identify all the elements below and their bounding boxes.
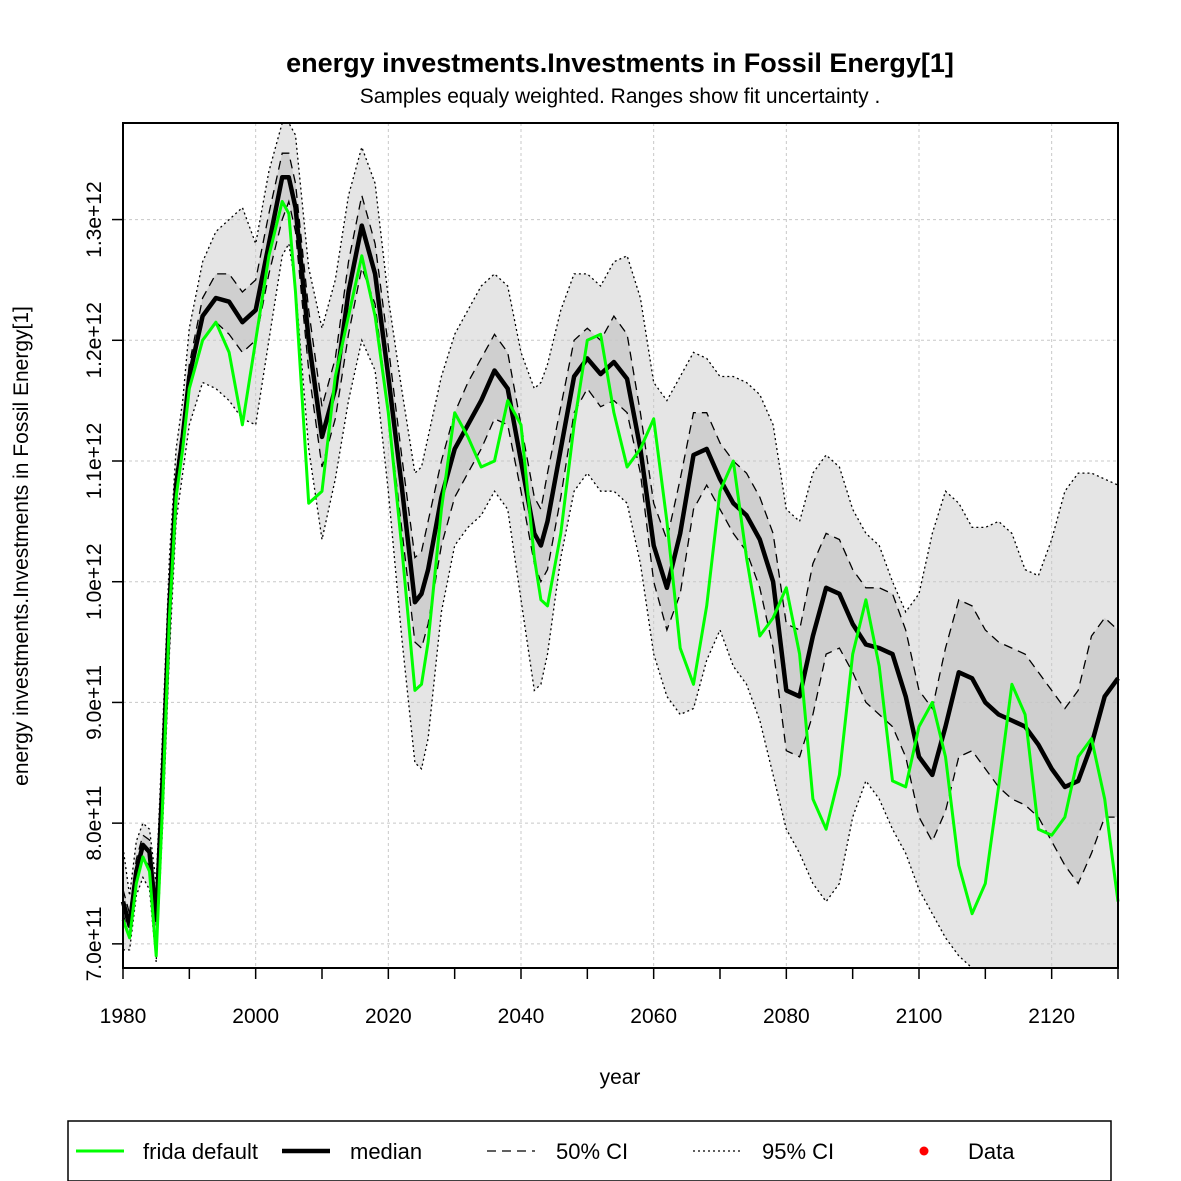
x-tick-label: 2040: [498, 1005, 545, 1028]
legend-box: [67, 1120, 1112, 1181]
y-tick-label: 7.0e+11: [83, 906, 106, 981]
x-axis: 1980 2000 2020 2040 2060 2080 2100 2120: [100, 967, 1119, 1028]
series-lines: [120, 122, 1120, 969]
chart-subtitle: Samples equaly weighted. Ranges show fit…: [360, 85, 881, 108]
x-tick-label: 2120: [1028, 1005, 1075, 1028]
x-tick-label: 1980: [100, 1005, 147, 1028]
x-tick-label: 2080: [763, 1005, 810, 1028]
y-axis-label: energy investments.Investments in Fossil…: [10, 306, 33, 786]
legend-frida-label: frida default: [143, 1139, 258, 1164]
legend-95ci-label: 95% CI: [762, 1139, 834, 1164]
y-tick-label: 1.2e+12: [83, 302, 106, 379]
y-axis: 7.0e+11 8.0e+11 9.0e+11 1.0e+12 1.1e+12 1.2e+…: [83, 181, 123, 981]
legend-data-swatch: [919, 1146, 929, 1156]
x-axis-label: year: [600, 1066, 641, 1089]
y-tick-label: 8.0e+11: [83, 786, 106, 861]
line-median: [120, 175, 1120, 929]
line-50ci-upper: [122, 152, 1119, 914]
y-tick-label: 1.0e+12: [83, 543, 106, 620]
chart-title: energy investments.Investments in Fossil…: [286, 48, 954, 78]
ci-bands: [123, 123, 1118, 968]
line-frida-default: [121, 200, 1120, 958]
x-tick-label: 2060: [630, 1005, 677, 1028]
line-95ci-upper: [122, 122, 1119, 896]
x-tick-label: 2000: [232, 1005, 279, 1028]
y-tick-label: 1.1e+12: [83, 423, 106, 500]
legend-50ci-label: 50% CI: [556, 1139, 628, 1164]
legend-median-label: median: [350, 1139, 422, 1164]
legend: frida default median 50% CI 95% CI Data: [67, 1120, 1112, 1181]
x-tick-label: 2020: [365, 1005, 412, 1028]
line-50ci-lower: [122, 199, 1118, 938]
y-tick-label: 9.0e+11: [83, 665, 106, 740]
legend-data-label: Data: [968, 1139, 1015, 1164]
band-95ci: [123, 123, 1118, 968]
y-tick-label: 1.3e+12: [83, 181, 106, 258]
x-tick-label: 2100: [896, 1005, 943, 1028]
